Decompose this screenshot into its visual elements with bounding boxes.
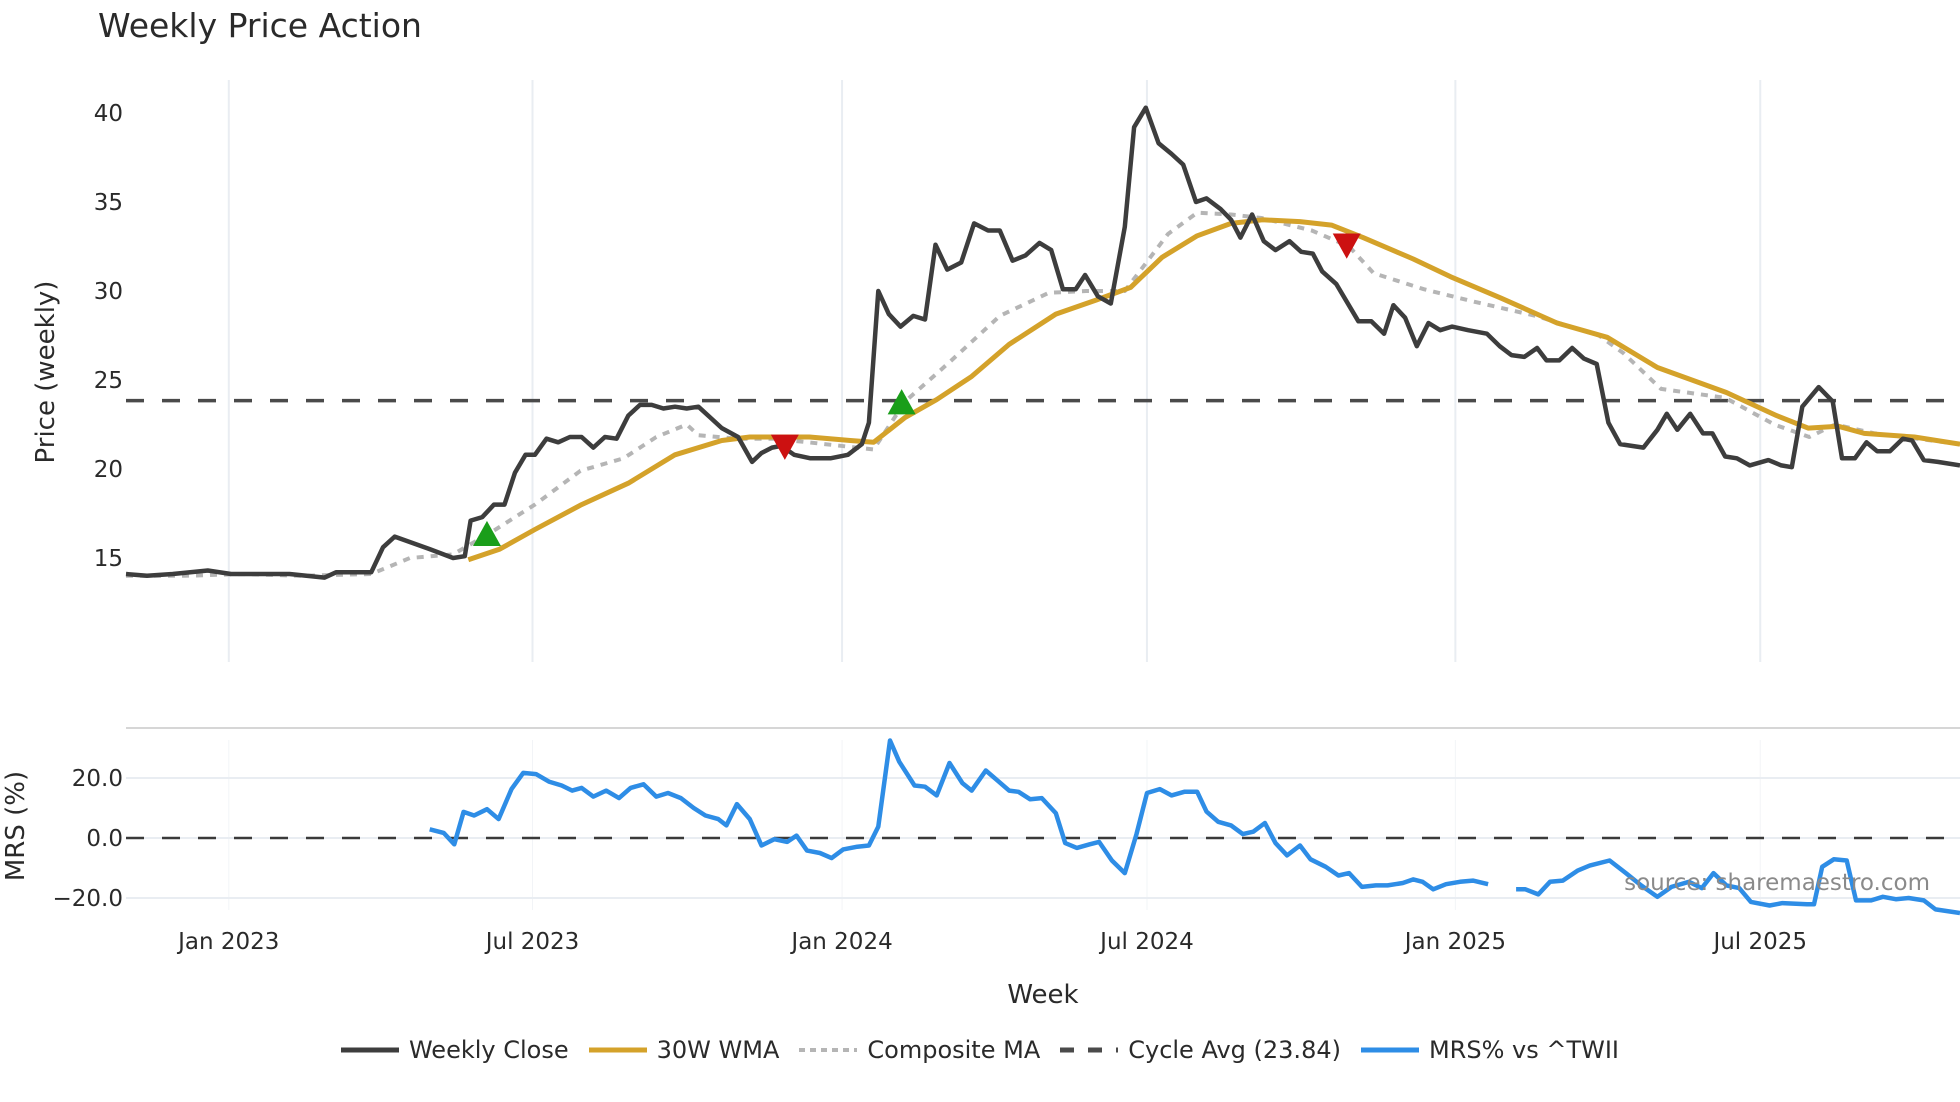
- price-y-tick-label: 40: [94, 101, 123, 127]
- sell-signal-triangle-down-icon: [1332, 233, 1361, 259]
- legend-item[interactable]: Cycle Avg (23.84): [1060, 1036, 1341, 1064]
- price-y-axis-title: Price (weekly): [31, 281, 61, 464]
- sell-signal-triangle-down-icon: [770, 434, 799, 460]
- legend-label: Composite MA: [867, 1036, 1041, 1064]
- legend-item[interactable]: Composite MA: [799, 1036, 1040, 1064]
- price-series: [125, 105, 1960, 580]
- price-y-tick-label: 20: [94, 457, 123, 483]
- legend-item[interactable]: Weekly Close: [340, 1036, 569, 1064]
- price-y-tick-label: 35: [94, 190, 123, 216]
- signal-markers: [472, 233, 1361, 547]
- mrs-line: [429, 738, 1489, 892]
- legend-swatch-icon: [1060, 1047, 1119, 1053]
- legend-swatch-icon: [340, 1047, 399, 1053]
- price-panel-gridlines: [227, 80, 1762, 662]
- x-tick-label: Jan 2024: [789, 929, 892, 955]
- mrs-series: [429, 738, 1960, 916]
- legend-swatch-icon: [1360, 1047, 1419, 1053]
- buy-signal-triangle-up-icon: [472, 520, 501, 547]
- x-tick-label: Jul 2025: [1711, 929, 1807, 955]
- x-axis-title: Week: [1007, 980, 1078, 1010]
- watermark: source: sharemaestro.com: [1624, 870, 1930, 896]
- price-y-tick-label: 15: [94, 546, 123, 572]
- chart-title: Weekly Price Action: [98, 6, 422, 45]
- x-axis-ticks: Jan 2023 Jul 2023 Jan 2024 Jul 2024 Jan 2025…: [176, 929, 1807, 955]
- composite-ma-line: [126, 210, 1960, 578]
- buy-signal-triangle-up-icon: [887, 389, 916, 415]
- mrs-y-axis-title: MRS (%): [1, 771, 31, 881]
- weekly-close-line: [125, 105, 1960, 580]
- x-tick-label: Jul 2023: [484, 929, 580, 955]
- legend-swatch-icon: [588, 1047, 647, 1053]
- legend-item[interactable]: MRS% vs ^TWII: [1360, 1036, 1620, 1064]
- price-y-axis-ticks: 15 20 25 30 35 40: [94, 101, 123, 572]
- reference-lines: [126, 398, 1960, 840]
- legend: Weekly Close 30W WMA Composite MA Cycle Avg…: [0, 1036, 1960, 1064]
- legend-label: Weekly Close: [408, 1036, 569, 1064]
- legend-swatch-icon: [799, 1048, 858, 1052]
- mrs-y-tick-label: −20.0: [53, 886, 123, 912]
- mrs-line: [1516, 857, 1960, 916]
- wma-30w-line: [467, 217, 1960, 563]
- legend-label: Cycle Avg (23.84): [1128, 1036, 1341, 1064]
- mrs-y-tick-label: 20.0: [72, 766, 123, 792]
- x-tick-label: Jan 2025: [1403, 929, 1506, 955]
- legend-label: 30W WMA: [656, 1036, 780, 1064]
- mrs-y-tick-label: 0.0: [86, 826, 123, 852]
- legend-item[interactable]: 30W WMA: [588, 1036, 780, 1064]
- x-tick-label: Jan 2023: [176, 929, 279, 955]
- price-y-tick-label: 30: [94, 279, 123, 305]
- mrs-y-axis-ticks: −20.0 0.0 20.0: [53, 766, 123, 912]
- legend-label: MRS% vs ^TWII: [1428, 1036, 1620, 1064]
- price-y-tick-label: 25: [94, 368, 123, 394]
- x-tick-label: Jul 2024: [1098, 929, 1194, 955]
